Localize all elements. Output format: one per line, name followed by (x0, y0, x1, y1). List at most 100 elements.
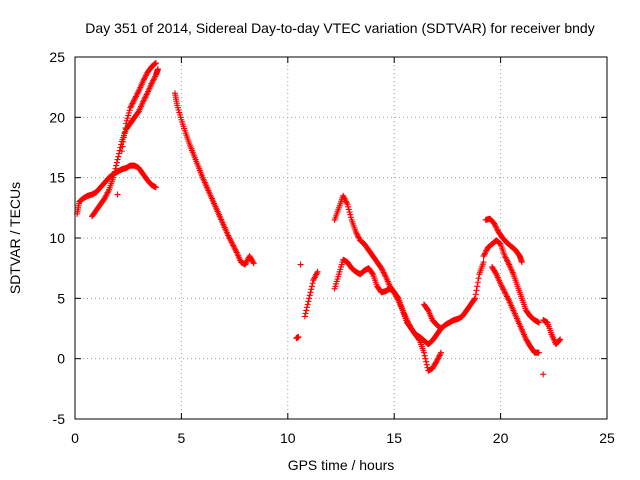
x-tick-label: 25 (599, 430, 615, 446)
data-point (391, 289, 398, 296)
data-point (142, 72, 149, 79)
data-point (150, 77, 157, 84)
data-point (228, 238, 235, 245)
data-point (438, 349, 445, 356)
data-point (113, 162, 120, 169)
data-point (229, 241, 236, 248)
data-point (301, 313, 308, 320)
data-point (502, 290, 509, 297)
data-point (475, 275, 482, 282)
data-point (341, 195, 348, 202)
data-point (502, 254, 509, 261)
x-tick-labels: 0 5 10 15 20 25 (71, 430, 615, 446)
data-point (474, 283, 481, 290)
data-point (343, 199, 350, 206)
data-point (491, 220, 498, 227)
data-point (472, 295, 479, 302)
data-point (141, 75, 148, 82)
data-point (140, 78, 147, 85)
data-point (121, 129, 128, 136)
y-tick-label: 10 (49, 230, 65, 246)
data-point (503, 255, 510, 262)
data-point (406, 321, 413, 328)
data-point (437, 351, 444, 358)
data-point (435, 355, 442, 362)
data-point (306, 292, 313, 299)
data-point (481, 251, 488, 258)
data-point (347, 214, 354, 221)
data-point (128, 103, 135, 110)
data-point (133, 92, 140, 99)
data-point (102, 193, 109, 200)
data-point (232, 246, 239, 253)
data-point (250, 260, 257, 267)
data-point (424, 306, 431, 313)
data-point (243, 258, 250, 265)
data-point (518, 259, 525, 266)
data-point (405, 319, 412, 326)
x-tick-label: 15 (386, 430, 402, 446)
data-point (120, 138, 127, 145)
data-point (498, 282, 505, 289)
x-tick-label: 5 (178, 430, 186, 446)
data-point (404, 318, 411, 325)
x-tick-label: 10 (280, 430, 296, 446)
data-point (149, 79, 156, 86)
data-point (483, 247, 490, 254)
data-point (503, 257, 510, 264)
data-point (381, 270, 388, 277)
data-point (308, 286, 315, 293)
data-point (499, 283, 506, 290)
data-point (143, 91, 150, 98)
data-point (496, 240, 503, 247)
data-point (231, 245, 238, 252)
series-arc-k (482, 215, 525, 266)
series-arc-f (331, 256, 487, 348)
data-point (472, 291, 479, 298)
data-point (496, 239, 503, 246)
data-point (344, 201, 351, 208)
data-point (422, 355, 429, 362)
data-point (355, 233, 362, 240)
data-point (381, 272, 388, 279)
data-point (421, 352, 428, 359)
data-point (480, 259, 487, 266)
y-tick-label: 20 (49, 109, 65, 125)
data-point (380, 269, 387, 276)
data-point (314, 268, 321, 275)
data-point (482, 248, 489, 255)
series-arc-h (420, 301, 445, 332)
data-point (303, 307, 310, 314)
data-point (123, 117, 130, 124)
data-point (354, 231, 361, 238)
data-point (111, 168, 118, 175)
series-arc-j (489, 263, 542, 356)
data-point (103, 190, 110, 197)
data-point (103, 192, 110, 199)
data-point (114, 156, 121, 163)
data-point (406, 322, 413, 329)
data-point (492, 269, 499, 276)
data-point (125, 109, 132, 116)
data-point (355, 234, 362, 241)
data-point (134, 90, 141, 97)
data-point (101, 195, 108, 202)
data-point (505, 260, 512, 267)
data-point (110, 174, 117, 181)
data-point (128, 101, 135, 108)
data-point (309, 280, 316, 287)
data-point (340, 192, 347, 199)
data-point (369, 270, 376, 277)
data-point (492, 223, 499, 230)
data-point (308, 283, 315, 290)
series-arc-g (331, 192, 445, 374)
data-point (379, 266, 386, 273)
data-point (295, 333, 302, 340)
data-point (346, 209, 353, 216)
data-point (119, 143, 126, 150)
y-tick-label: 0 (57, 351, 65, 367)
data-point (154, 66, 161, 73)
data-point (113, 159, 120, 166)
data-point (130, 99, 137, 106)
